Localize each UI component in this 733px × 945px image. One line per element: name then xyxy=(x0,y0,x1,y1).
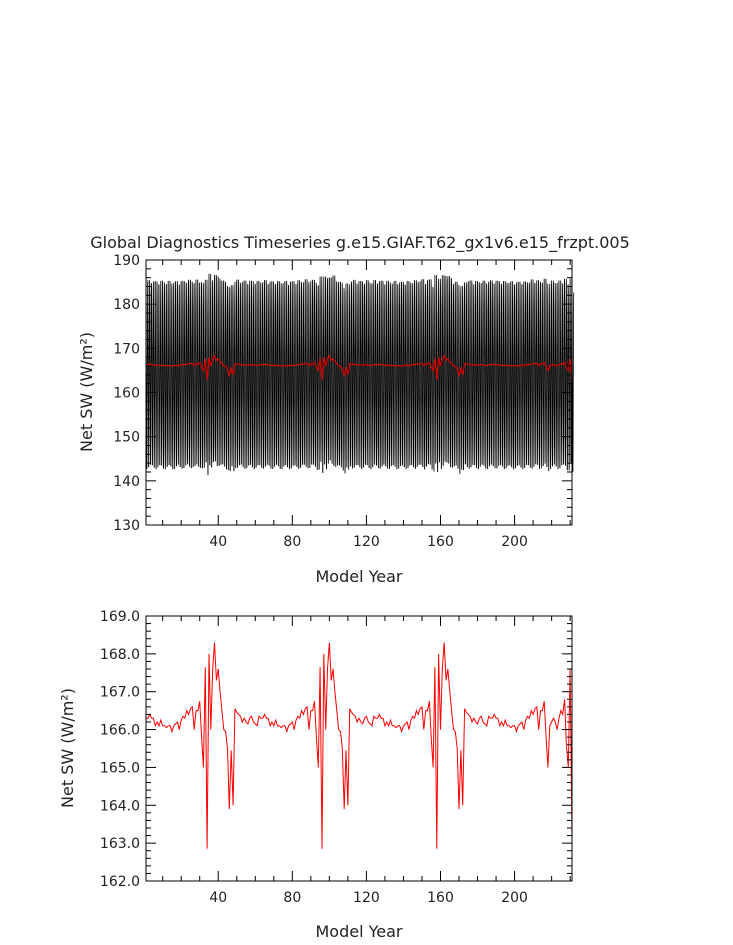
top-x-tick-label: 160 xyxy=(427,534,454,550)
bottom-y-tick-label: 169.0 xyxy=(100,609,140,625)
bottom-x-tick-label: 120 xyxy=(353,890,380,906)
bottom-x-tick-label: 80 xyxy=(283,890,301,906)
bottom-y-tick-label: 162.0 xyxy=(100,874,140,890)
top-x-axis-label: Model Year xyxy=(316,567,403,586)
top-panel: 130 140 150 160 170 180 190 40 80 120 160 200 Model… xyxy=(77,253,575,586)
bottom-y-tick-label: 163.0 xyxy=(100,836,140,852)
bottom-x-axis-label: Model Year xyxy=(316,922,403,941)
top-x-tick-label: 200 xyxy=(501,534,528,550)
top-y-tick-label: 170 xyxy=(113,341,140,357)
top-y-axis-label: Net SW (W/m²) xyxy=(77,332,96,452)
bottom-panel: 162.0 163.0 164.0 165.0 166.0 167.0 168.0 169.0… xyxy=(58,609,573,941)
top-ticks: 130 140 150 160 170 180 190 40 80 120 160 200 xyxy=(113,253,572,550)
bottom-x-tick-label: 160 xyxy=(427,890,454,906)
bottom-x-tick-label: 40 xyxy=(209,890,227,906)
top-y-tick-label: 130 xyxy=(113,518,140,534)
bottom-y-tick-label: 167.0 xyxy=(100,685,140,701)
bottom-series-group xyxy=(146,642,573,849)
top-y-tick-label: 190 xyxy=(113,253,140,269)
bottom-plot-frame xyxy=(145,615,573,882)
top-y-tick-label: 150 xyxy=(113,430,140,446)
top-x-tick-label: 80 xyxy=(283,534,301,550)
bottom-x-tick-label: 200 xyxy=(501,890,528,906)
top-series-group xyxy=(145,273,575,476)
top-y-tick-label: 160 xyxy=(113,386,140,402)
bottom-y-tick-label: 164.0 xyxy=(100,798,140,814)
bottom-series-annual-line xyxy=(146,642,573,849)
top-y-tick-label: 140 xyxy=(113,474,140,490)
bottom-ticks: 162.0 163.0 164.0 165.0 166.0 167.0 168.0 169.0… xyxy=(100,609,572,906)
bottom-y-tick-label: 168.0 xyxy=(100,647,140,663)
bottom-y-tick-label: 166.0 xyxy=(100,723,140,739)
bottom-y-tick-label: 165.0 xyxy=(100,760,140,776)
bottom-y-axis-label: Net SW (W/m²) xyxy=(58,688,77,808)
top-x-tick-label: 120 xyxy=(353,534,380,550)
top-series-annual-line xyxy=(146,354,573,380)
chart-title: Global Diagnostics Timeseries g.e15.GIAF… xyxy=(90,233,630,253)
top-series-monthly-line xyxy=(145,273,575,476)
top-y-tick-label: 180 xyxy=(113,297,140,313)
top-x-tick-label: 40 xyxy=(209,534,227,550)
